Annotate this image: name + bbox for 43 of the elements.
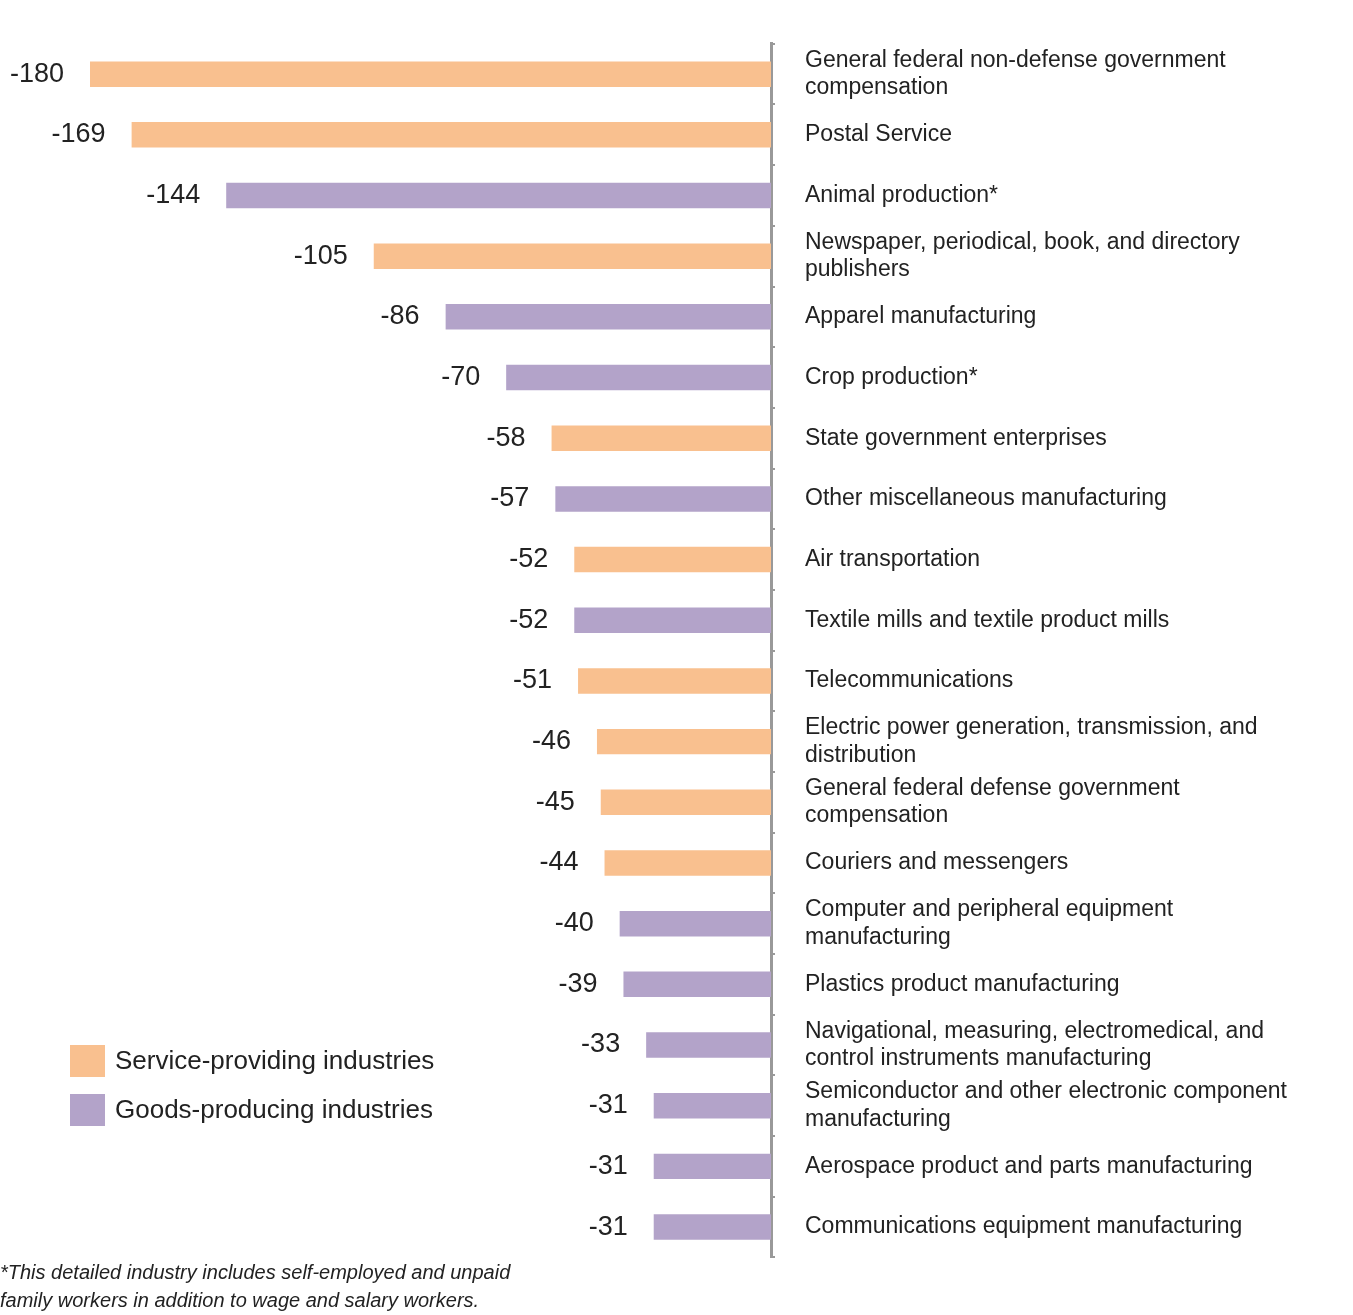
y-tick-label: State government enterprises	[805, 423, 1107, 450]
y-tick-label: Textile mills and textile product mills	[805, 605, 1170, 632]
data-label: -70	[441, 360, 481, 391]
data-label: -40	[554, 907, 594, 938]
data-label: -57	[490, 482, 530, 513]
y-tick-label: Apparel manufacturing	[805, 302, 1037, 329]
data-label: -169	[51, 118, 106, 149]
data-label: -51	[513, 664, 553, 695]
data-label: -58	[486, 421, 526, 452]
y-tick-label: Communications equipment manufacturing	[805, 1212, 1243, 1239]
data-label: -31	[588, 1089, 628, 1120]
data-label: -180	[9, 57, 64, 88]
y-tick-label: General federal defense government compensation	[805, 773, 1181, 828]
data-label: -86	[380, 300, 420, 331]
y-tick-label: Crop production*	[805, 362, 978, 389]
data-label: -45	[535, 785, 575, 816]
y-tick-label: Animal production*	[805, 180, 999, 207]
data-label: -105	[293, 239, 348, 270]
y-tick-label: Aerospace product and parts manufacturing	[805, 1151, 1253, 1178]
data-label: -46	[531, 725, 571, 756]
data-label: -44	[539, 846, 579, 877]
legend-label: Goods-producing industries	[115, 1094, 433, 1125]
legend-label: Service-providing industries	[115, 1045, 435, 1076]
data-label: -31	[588, 1210, 628, 1241]
y-tick-label: Semiconductor and other electronic component manufacturing	[805, 1077, 1288, 1131]
data-label: -39	[558, 967, 598, 998]
text: *This detailed industry includes self-employed and unpaid family workers in addition to wage and salary workers.	[0, 1260, 512, 1313]
y-tick-label: Telecommunications	[805, 666, 1014, 693]
data-label: -31	[588, 1149, 628, 1180]
data-label: -144	[146, 178, 201, 209]
y-tick-label: Other miscellaneous manufacturing	[805, 484, 1167, 511]
data-label: -52	[509, 543, 549, 574]
data-label: -52	[509, 603, 549, 634]
y-tick-label: Newspaper, periodical, book, and directory publishers	[805, 227, 1241, 282]
data-label: -33	[581, 1028, 621, 1059]
y-tick-label: Couriers and messengers	[805, 848, 1069, 875]
y-tick-label: General federal non-defense government compensation	[805, 45, 1227, 100]
y-tick-label: Navigational, measuring, electromedical, and control instruments manufacturing	[805, 1016, 1264, 1071]
y-tick-label: Electric power generation, transmission, and distribution	[805, 713, 1258, 767]
y-tick-label: Air transportation	[805, 544, 981, 571]
y-tick-label: Computer and peripheral equipment manufacturing	[805, 895, 1174, 949]
y-tick-label: Postal Service	[805, 120, 953, 147]
y-tick-label: Plastics product manufacturing	[805, 969, 1120, 996]
